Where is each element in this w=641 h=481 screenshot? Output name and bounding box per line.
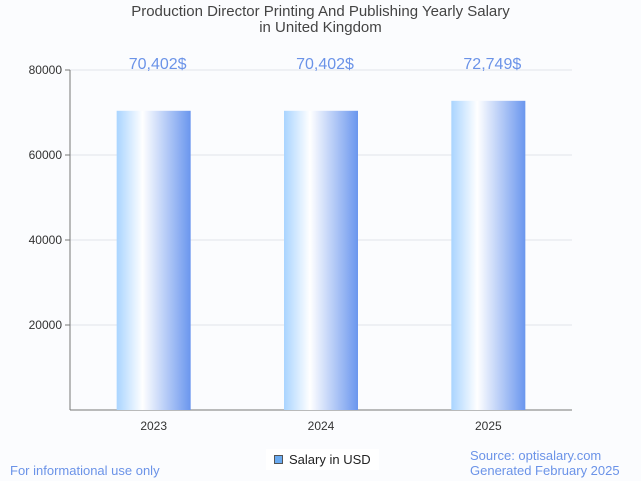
title-line-2: in United Kingdom xyxy=(259,19,382,36)
chart-title: Production Director Printing And Publish… xyxy=(0,4,641,36)
source-link[interactable]: Source: optisalary.com xyxy=(470,448,602,463)
y-tick-label: 80000 xyxy=(29,63,63,77)
data-label: 72,749$ xyxy=(463,56,521,73)
x-tick-label: 2023 xyxy=(140,419,167,433)
generated-date: Generated February 2025 xyxy=(470,463,620,478)
legend-swatch xyxy=(274,455,283,464)
bar-2024 xyxy=(284,110,358,410)
title-line-1: Production Director Printing And Publish… xyxy=(131,3,510,20)
y-tick-label: 20000 xyxy=(29,318,63,332)
x-tick-label: 2024 xyxy=(308,419,335,433)
bar-2025 xyxy=(451,100,526,411)
data-label: 70,402$ xyxy=(129,56,187,73)
data-label: 70,402$ xyxy=(296,56,354,73)
x-tick-label: 2025 xyxy=(475,419,502,433)
legend-label: Salary in USD xyxy=(289,452,371,467)
y-tick-label: 40000 xyxy=(29,233,63,247)
legend[interactable]: Salary in USD xyxy=(266,449,379,470)
y-tick-label: 60000 xyxy=(29,148,63,162)
bar-2023 xyxy=(116,110,191,410)
disclaimer: For informational use only xyxy=(10,463,160,478)
